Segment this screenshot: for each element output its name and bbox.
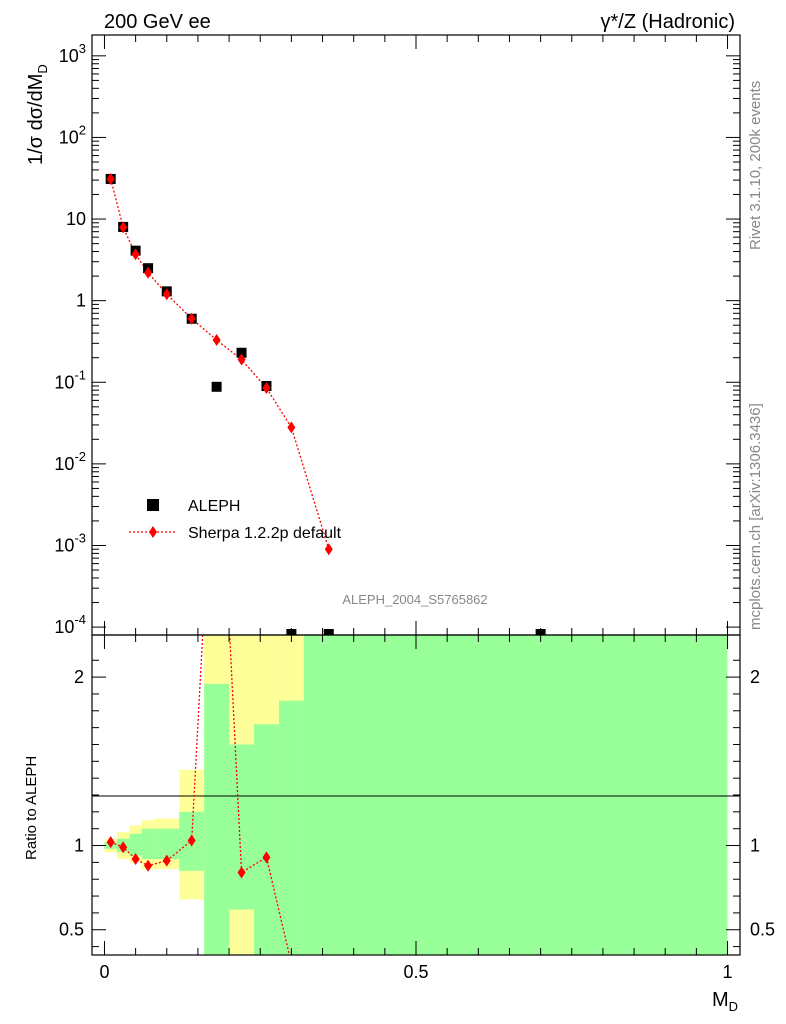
analysis-label: ALEPH_2004_S5765862 — [342, 592, 487, 607]
main-ytick-label: 10-2 — [54, 449, 86, 474]
main-sherpa-point-10 — [325, 543, 333, 555]
ratio-band-inner-4 — [154, 829, 179, 859]
plot-canvas: 200 GeV ee γ*/Z (Hadronic) Rivet 3.1.10,… — [0, 0, 786, 1024]
ratio-ytick-label-right: 0.5 — [750, 920, 775, 940]
ratio-band-inner-10 — [304, 635, 728, 955]
main-ytick-label: 10 — [66, 209, 86, 229]
ratio-ytick-label-left: 2 — [74, 667, 84, 687]
x-axis-title: MD — [712, 989, 738, 1014]
ratio-sherpa-point-9 — [287, 957, 295, 969]
ratio-ytick-label-left: 0.5 — [59, 920, 84, 940]
ratio-xtick-label: 0.5 — [403, 962, 428, 982]
main-aleph-point-6 — [212, 382, 222, 392]
ratio-sherpa-point-6 — [213, 368, 221, 380]
main-sherpa-point-6 — [213, 334, 221, 346]
ratio-ytick-label-right: 1 — [750, 836, 760, 856]
ratio-band-lower-inner — [229, 744, 254, 909]
ratio-band-inner-3 — [142, 829, 154, 859]
ratio-ytick-label-left: 1 — [74, 836, 84, 856]
ratio-ytick-label-right: 2 — [750, 667, 760, 687]
ratio-band-inner-9 — [279, 701, 304, 955]
header-right-label: γ*/Z (Hadronic) — [601, 11, 735, 33]
main-ytick-label: 103 — [59, 41, 86, 66]
ratio-band-lower-outer — [229, 910, 254, 955]
ratio-band-inner-6 — [204, 684, 229, 955]
ratio-ylabel: Ratio to ALEPH — [23, 756, 40, 860]
main-plot-frame — [92, 35, 740, 635]
mcplots-label: mcplots.cern.ch [arXiv:1306.3436] — [747, 403, 764, 630]
ratio-band-inner-2 — [129, 834, 141, 856]
svg-text:1/σ dσ/dMD: 1/σ dσ/dMD — [25, 64, 50, 165]
header-left-label: 200 GeV ee — [104, 11, 211, 33]
main-ytick-label: 10-4 — [54, 612, 86, 637]
main-ytick-label: 10-3 — [54, 530, 86, 555]
ratio-xtick-label: 1 — [723, 962, 733, 982]
main-ylabel: 1/σ dσ/dMD — [25, 64, 50, 165]
main-ytick-label: 10-1 — [54, 367, 86, 392]
legend: ALEPH Sherpa 1.2.2p default — [129, 498, 342, 542]
ratio-xtick-label: 0 — [99, 962, 109, 982]
main-ytick-label: 1 — [76, 291, 86, 311]
rivet-version-label: Rivet 3.1.10, 200k events — [747, 81, 764, 250]
legend-sherpa-marker — [149, 526, 157, 538]
main-sherpa-line — [111, 179, 329, 549]
legend-aleph-marker — [147, 499, 159, 511]
legend-aleph-label: ALEPH — [188, 498, 240, 515]
svg-text:MD: MD — [712, 989, 738, 1014]
main-series-layer — [106, 173, 546, 639]
legend-sherpa-label: Sherpa 1.2.2p default — [188, 525, 342, 542]
ratio-band-inner-8 — [254, 724, 279, 955]
ratio-uncertainty-bands — [104, 635, 727, 955]
main-ytick-label: 102 — [59, 122, 86, 147]
